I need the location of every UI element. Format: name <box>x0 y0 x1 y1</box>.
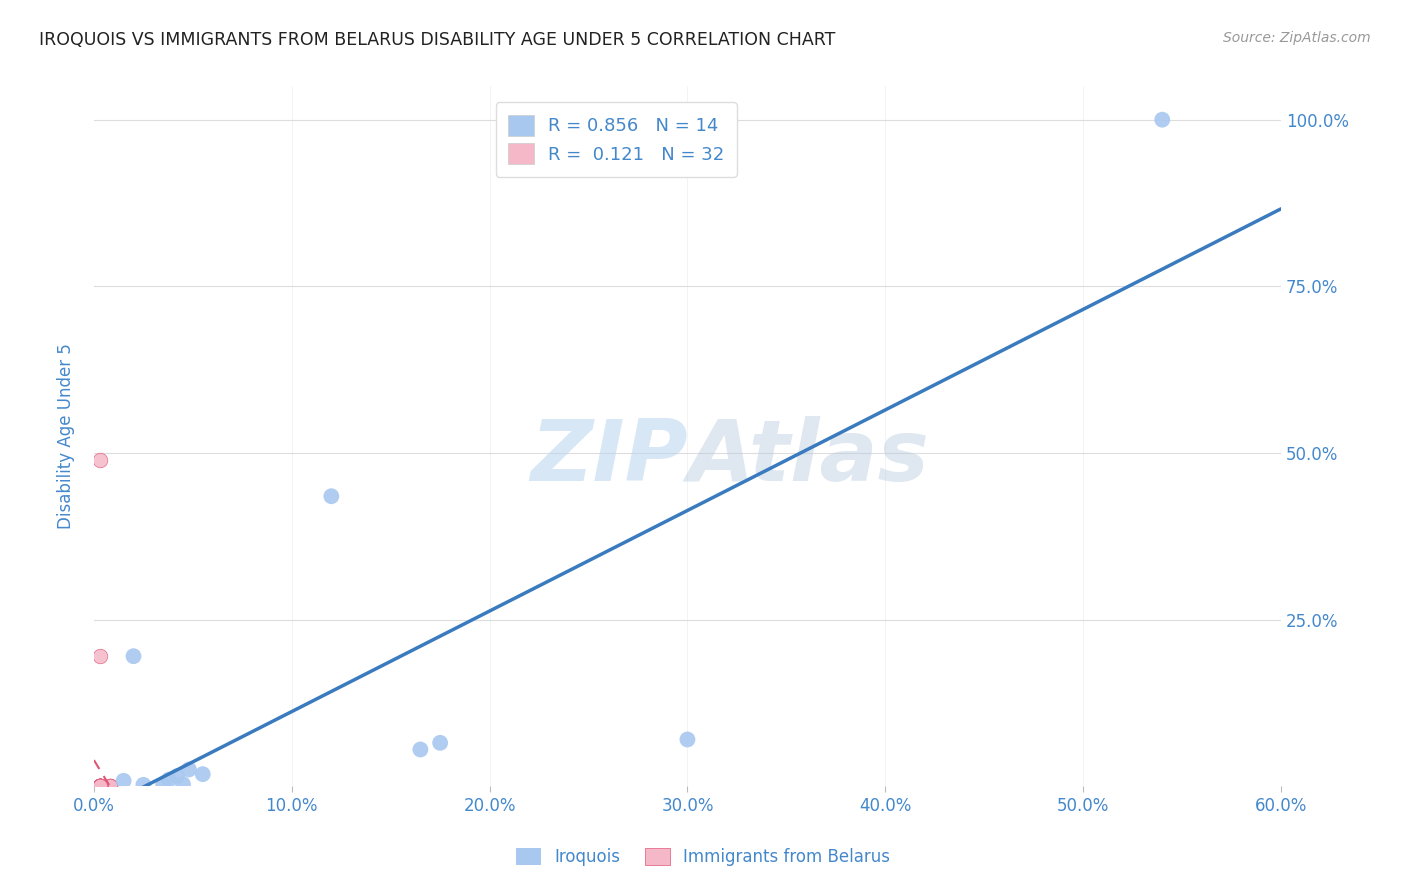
Point <box>89 779 111 793</box>
Point <box>89 779 111 793</box>
Text: IROQUOIS VS IMMIGRANTS FROM BELARUS DISABILITY AGE UNDER 5 CORRELATION CHART: IROQUOIS VS IMMIGRANTS FROM BELARUS DISA… <box>39 31 835 49</box>
Point <box>98 779 121 793</box>
Point <box>321 489 343 503</box>
Point <box>676 732 699 747</box>
Point <box>89 779 111 793</box>
Point <box>89 779 111 793</box>
Point <box>89 779 111 793</box>
Point <box>89 779 111 793</box>
Point <box>409 742 432 756</box>
Point <box>89 779 111 793</box>
Point <box>89 779 111 793</box>
Point <box>98 779 121 793</box>
Point <box>89 779 111 793</box>
Point <box>89 779 111 793</box>
Point <box>89 779 111 793</box>
Point <box>152 778 174 792</box>
Point <box>89 779 111 793</box>
Point <box>89 779 111 793</box>
Point <box>89 779 111 793</box>
Point <box>177 763 200 777</box>
Point <box>1152 112 1174 127</box>
Point <box>89 779 111 793</box>
Point <box>98 779 121 793</box>
Point <box>89 452 111 467</box>
Point <box>89 779 111 793</box>
Point <box>89 649 111 664</box>
Point <box>89 779 111 793</box>
Legend: R = 0.856   N = 14, R =  0.121   N = 32: R = 0.856 N = 14, R = 0.121 N = 32 <box>495 103 737 177</box>
Point <box>112 773 135 788</box>
Point <box>89 779 111 793</box>
Point <box>89 779 111 793</box>
Point <box>429 736 451 750</box>
Point <box>132 778 155 792</box>
Point <box>89 779 111 793</box>
Point <box>172 777 194 791</box>
Point <box>89 779 111 793</box>
Point <box>157 772 180 787</box>
Y-axis label: Disability Age Under 5: Disability Age Under 5 <box>58 343 75 529</box>
Point <box>89 779 111 793</box>
Point <box>89 779 111 793</box>
Point <box>89 779 111 793</box>
Point <box>166 769 188 783</box>
Point <box>122 649 145 664</box>
Point <box>98 779 121 793</box>
Text: ZIP: ZIP <box>530 416 688 499</box>
Legend: Iroquois, Immigrants from Belarus: Iroquois, Immigrants from Belarus <box>508 840 898 875</box>
Text: Atlas: Atlas <box>688 416 929 499</box>
Point <box>89 779 111 793</box>
Text: Source: ZipAtlas.com: Source: ZipAtlas.com <box>1223 31 1371 45</box>
Point <box>191 767 214 781</box>
Point <box>89 779 111 793</box>
